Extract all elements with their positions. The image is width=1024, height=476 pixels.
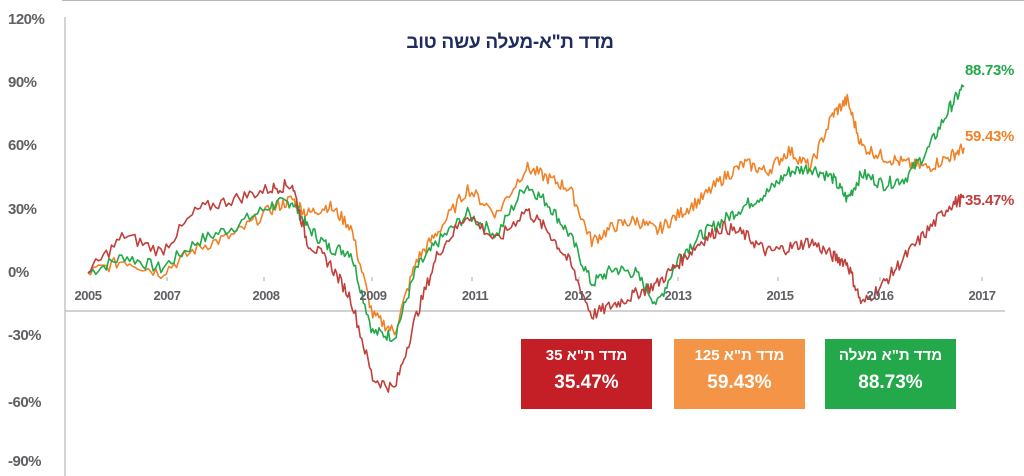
legend-box-ta35: מדד ת"א 35 35.47% <box>521 339 652 409</box>
y-tick-minus-90: -90% <box>8 453 42 470</box>
legend-box-ta-maala: מדד ת"א מעלה 88.73% <box>825 339 956 409</box>
end-label-ta-maala: 88.73% <box>965 62 1015 79</box>
y-tick-60: 60% <box>8 137 37 154</box>
y-tick-minus-30: -30% <box>8 327 42 344</box>
legend-box-ta125-value: 59.43% <box>707 372 772 393</box>
y-tick-minus-60: -60% <box>8 394 42 411</box>
x-tick-2013: 2013 <box>664 288 692 303</box>
x-tick-2009: 2009 <box>359 288 387 303</box>
y-tick-90: 90% <box>8 74 37 91</box>
legend-box-ta-maala-value: 88.73% <box>858 372 923 393</box>
y-tick-30: 30% <box>8 201 37 218</box>
legend-box-ta-maala-name: מדד ת"א מעלה <box>838 347 943 364</box>
x-tick-2007: 2007 <box>153 288 181 303</box>
x-tick-2015: 2015 <box>766 288 794 303</box>
legend-box-ta35-name: מדד ת"א 35 <box>545 347 628 364</box>
legend-box-ta125-name: מדד ת"א 125 <box>694 347 785 364</box>
x-tick-2008: 2008 <box>252 288 280 303</box>
end-label-ta35: 35.47% <box>965 192 1015 209</box>
series-line-ta35 <box>87 179 965 393</box>
end-label-ta125: 59.43% <box>965 128 1015 145</box>
legend-box-ta35-value: 35.47% <box>554 372 619 393</box>
x-tick-2005: 2005 <box>74 288 102 303</box>
y-tick-120: 120% <box>8 11 45 28</box>
y-tick-0: 0% <box>8 264 29 281</box>
x-tick-2016: 2016 <box>866 288 894 303</box>
series-line-ta-maala <box>87 84 965 343</box>
x-tick-2011: 2011 <box>461 288 489 303</box>
x-tick-2017: 2017 <box>968 288 996 303</box>
legend-box-ta125: מדד ת"א 125 59.43% <box>674 339 805 409</box>
top-rule <box>62 0 1024 1</box>
series-line-ta125 <box>87 93 965 336</box>
x-tick-marks <box>166 277 983 281</box>
x-tick-2012: 2012 <box>564 288 592 303</box>
chart-title: מדד ת"א-מעלה עשה טוב <box>406 32 614 53</box>
